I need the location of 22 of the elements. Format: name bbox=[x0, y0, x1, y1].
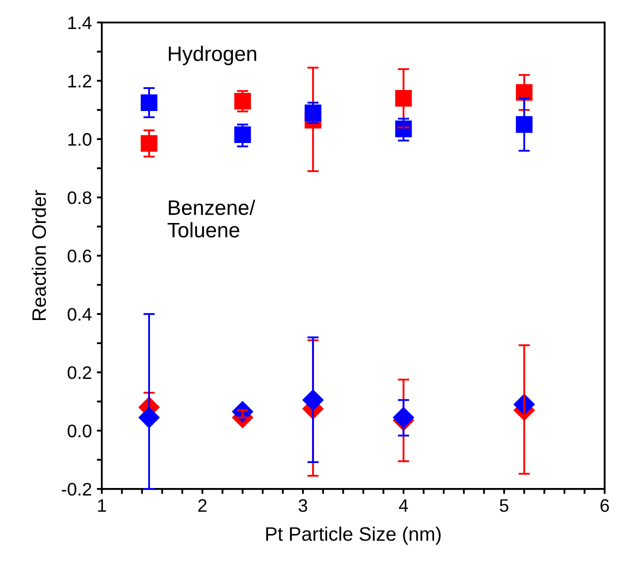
y-tick-label: 0.6 bbox=[68, 250, 92, 262]
y-axis-title: Reaction Order bbox=[32, 190, 46, 320]
x-tick-label: 4 bbox=[398, 499, 408, 512]
x-tick-label: 5 bbox=[500, 499, 508, 512]
y-tick-label: 0.8 bbox=[68, 191, 92, 204]
y-tick-label: 0.2 bbox=[68, 366, 92, 380]
annotation: Benzene/ Toluene bbox=[168, 200, 256, 238]
x-tick-label: 1 bbox=[98, 499, 106, 512]
x-axis-title: Pt Particle Size (nm) bbox=[266, 526, 441, 545]
x-tick-label: 2 bbox=[198, 499, 206, 512]
point bbox=[516, 84, 533, 101]
point bbox=[140, 135, 158, 152]
y-tick-label: 1.4 bbox=[68, 16, 92, 30]
y-tick-label: -0.2 bbox=[62, 482, 92, 496]
y-tick-label: 0.0 bbox=[68, 424, 92, 438]
y-tick-label: 1.2 bbox=[68, 74, 92, 88]
y-tick-label: 1.0 bbox=[68, 133, 92, 146]
y-tick-label: 0.4 bbox=[68, 308, 92, 321]
annotation: Hydrogen bbox=[168, 46, 256, 66]
x-tick-label: 3 bbox=[298, 499, 308, 512]
point bbox=[516, 116, 533, 133]
x-tick-label: 6 bbox=[600, 499, 609, 512]
